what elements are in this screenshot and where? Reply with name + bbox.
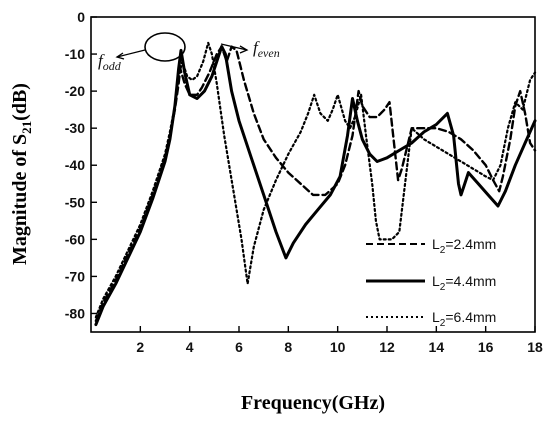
x-tick-label: 12 [379,339,395,355]
x-tick-label: 18 [527,339,543,355]
y-axis-title-sub: 21 [19,121,34,134]
y-tick-label: -60 [65,231,85,247]
legend-1-main: L [432,236,440,252]
f-even-label: feven [253,38,280,60]
plot-lines [94,41,537,327]
f-even-main: f [253,38,260,57]
x-tick-label: 8 [284,339,292,355]
x-tick-label: 6 [235,339,243,355]
y-axis-title: Magnitude of S21(dB) [9,83,34,265]
legend-1-rest: =2.4mm [445,236,496,252]
legend-2-rest: =4.4mm [445,273,496,289]
plot-frame [90,16,536,333]
resonance-circle [144,32,186,62]
legend-2-main: L [432,273,440,289]
legend-label-1: L2=2.4mm [432,236,496,256]
y-tick-label: -20 [65,83,85,99]
legend-label-3: L2=6.4mm [432,309,496,329]
x-tick-label: 16 [478,339,494,355]
f-even-arrow [220,43,249,54]
f-odd-main: f [98,51,105,70]
legend-1-sub: 2 [440,245,446,256]
legend-3-sub: 2 [440,318,446,329]
legend-label-2: L2=4.4mm [432,273,496,293]
legend-3-rest: =6.4mm [445,309,496,325]
y-tick-label: -10 [65,46,85,62]
f-odd-label: fodd [98,51,122,73]
y-tick-label: -40 [65,157,85,173]
legend: L2=2.4mm L2=4.4mm L2=6.4mm [366,236,496,329]
x-tick-label: 4 [186,339,194,355]
y-tick-label: -50 [65,194,85,210]
y-tick-label: -80 [65,305,85,321]
legend-2-sub: 2 [440,282,446,293]
legend-3-main: L [432,309,440,325]
y-tick-label: -30 [65,120,85,136]
f-odd-sub: odd [103,59,122,73]
y-axis-title-prefix: Magnitude of S [9,134,31,265]
y-axis-title-suffix: (dB) [9,83,31,121]
f-odd-arrow [115,49,146,60]
axis-ticks: 2 4 6 8 10 12 14 16 18 0 -10 -20 -30 -40 -50 -60 -70 -80 [65,9,543,355]
x-axis-title: Frequency(GHz) [241,392,385,414]
x-tick-label: 10 [330,339,346,355]
x-tick-label: 2 [136,339,144,355]
x-tick-label: 14 [429,339,445,355]
y-tick-label: -70 [65,268,85,284]
series-line-dotted [94,41,537,319]
y-tick-label: 0 [77,9,85,25]
f-even-sub: even [258,46,280,60]
series-line-dashed [94,45,537,323]
